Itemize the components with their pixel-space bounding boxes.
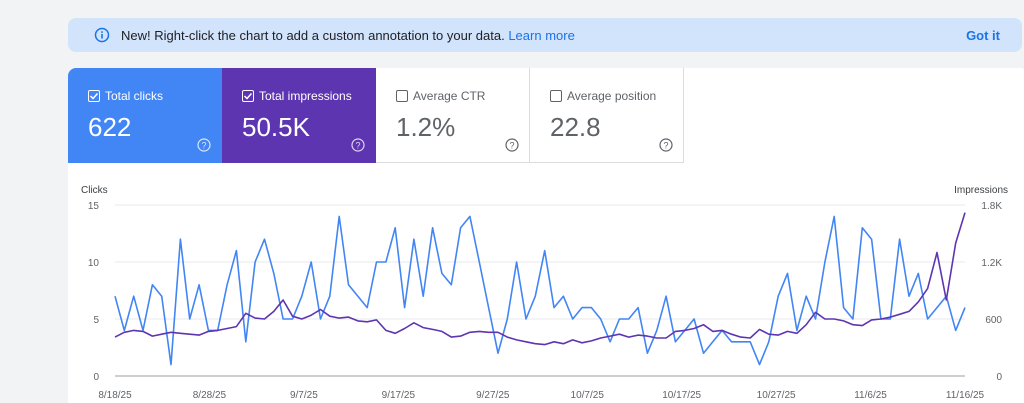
series-line-clicks[interactable] bbox=[114, 215, 966, 366]
right-tick-label: 600 bbox=[985, 315, 1002, 326]
help-icon[interactable]: ? bbox=[197, 138, 211, 152]
banner-text: New! Right-click the chart to add a cust… bbox=[121, 28, 505, 43]
learn-more-link[interactable]: Learn more bbox=[508, 28, 575, 43]
metric-card-average-ctr[interactable]: Average CTR 1.2% ? bbox=[376, 68, 530, 163]
right-axis-ticks: 1.8K 1.2K 600 0 bbox=[981, 201, 1002, 383]
svg-text:?: ? bbox=[509, 140, 514, 150]
x-tick-label: 9/7/25 bbox=[290, 390, 318, 401]
left-tick-label: 10 bbox=[88, 258, 100, 269]
metric-label: Total clicks bbox=[105, 89, 164, 103]
chart-grid bbox=[115, 204, 965, 377]
checkbox-icon[interactable] bbox=[550, 90, 562, 102]
metric-value: 1.2% bbox=[396, 112, 456, 142]
series-line-impressions[interactable] bbox=[114, 212, 966, 346]
help-icon[interactable]: ? bbox=[351, 138, 365, 152]
right-tick-label: 1.2K bbox=[981, 258, 1002, 269]
x-tick-label: 10/7/25 bbox=[571, 390, 605, 401]
metric-label: Average CTR bbox=[413, 89, 486, 103]
right-tick-label: 0 bbox=[996, 372, 1002, 383]
banner-message: New! Right-click the chart to add a cust… bbox=[121, 28, 575, 43]
x-tick-label: 10/17/25 bbox=[662, 390, 701, 401]
info-icon bbox=[94, 27, 110, 43]
checkbox-icon[interactable] bbox=[88, 90, 100, 102]
x-tick-label: 9/27/25 bbox=[476, 390, 510, 401]
x-tick-label: 11/16/25 bbox=[946, 390, 985, 401]
metric-value: 50.5K bbox=[242, 112, 310, 142]
help-icon[interactable]: ? bbox=[505, 138, 519, 152]
right-tick-label: 1.8K bbox=[981, 201, 1002, 212]
metric-value: 22.8 bbox=[550, 112, 601, 142]
got-it-button[interactable]: Got it bbox=[966, 28, 1000, 43]
left-tick-label: 0 bbox=[93, 372, 99, 383]
x-tick-label: 10/27/25 bbox=[757, 390, 796, 401]
chart-series bbox=[114, 212, 966, 366]
metric-label: Average position bbox=[567, 89, 657, 103]
announcement-banner: New! Right-click the chart to add a cust… bbox=[68, 18, 1022, 52]
checkbox-icon[interactable] bbox=[396, 90, 408, 102]
svg-text:?: ? bbox=[355, 140, 360, 150]
metric-value: 622 bbox=[88, 112, 132, 142]
left-axis-ticks: 15 10 5 0 bbox=[88, 201, 100, 383]
metric-card-average-position[interactable]: Average position 22.8 ? bbox=[530, 68, 684, 163]
metric-card-total-clicks[interactable]: Total clicks 622 ? bbox=[68, 68, 222, 163]
x-tick-label: 9/17/25 bbox=[382, 390, 416, 401]
x-tick-label: 8/28/25 bbox=[193, 390, 227, 401]
performance-panel: Total clicks 622 ? Total impressions 50.… bbox=[68, 68, 1024, 403]
x-tick-label: 8/18/25 bbox=[98, 390, 132, 401]
x-tick-label: 11/6/25 bbox=[854, 390, 887, 401]
help-icon[interactable]: ? bbox=[659, 138, 673, 152]
right-axis-title: Impressions bbox=[954, 185, 1008, 196]
x-axis-ticks: 8/18/25 8/28/25 9/7/25 9/17/25 9/27/25 10/7/2… bbox=[98, 390, 984, 401]
checkbox-icon[interactable] bbox=[242, 90, 254, 102]
left-axis-title: Clicks bbox=[81, 185, 108, 196]
metric-label: Total impressions bbox=[259, 89, 352, 103]
metric-card-total-impressions[interactable]: Total impressions 50.5K ? bbox=[222, 68, 376, 163]
svg-text:?: ? bbox=[663, 140, 668, 150]
left-tick-label: 15 bbox=[88, 201, 100, 212]
svg-text:?: ? bbox=[201, 140, 206, 150]
performance-chart[interactable]: Clicks Impressions 15 10 5 0 1.8K 1.2K 600 0 8… bbox=[68, 68, 1024, 403]
left-tick-label: 5 bbox=[93, 315, 99, 326]
